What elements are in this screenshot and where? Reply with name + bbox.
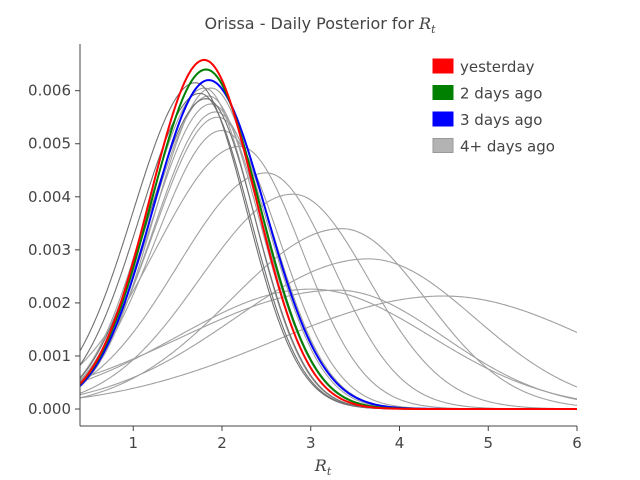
series-line-3-days-ago: [80, 79, 577, 411]
series-line-older-5: [80, 193, 577, 410]
x-tick-label: 3: [306, 434, 316, 452]
chart-title-math-sub: t: [431, 23, 436, 36]
legend-swatch: [432, 58, 454, 74]
chart-title-math: R: [418, 14, 431, 33]
x-tick-label: 4: [395, 434, 405, 452]
chart-title-text: Orissa - Daily Posterior for: [205, 14, 420, 33]
plot-area: [80, 58, 577, 411]
series-line-yesterday: [80, 58, 577, 411]
series-line-older-4: [80, 228, 577, 406]
series-line-older-2: [80, 288, 577, 400]
chart-title: Orissa - Daily Posterior for Rt: [205, 14, 437, 36]
legend-label: 2 days ago: [460, 85, 542, 103]
legend-label: yesterday: [460, 58, 535, 76]
legend-swatch: [432, 138, 454, 153]
y-tick-label: 0.002: [28, 294, 71, 312]
x-axis-label-sub: t: [327, 465, 332, 478]
series-line-older-13: [80, 87, 577, 410]
series-line-older-3: [80, 258, 577, 396]
legend-label: 4+ days ago: [460, 138, 555, 156]
y-tick-label: 0.003: [28, 241, 71, 259]
x-axis-ticks: 1 2 3 4 5 6: [128, 426, 582, 452]
legend-label: 3 days ago: [460, 111, 542, 129]
x-tick-label: 6: [572, 434, 582, 452]
y-tick-label: 0.001: [28, 347, 71, 365]
legend-swatch: [432, 111, 454, 127]
series-line-older-0: [80, 295, 577, 399]
y-tick-label: 0.006: [28, 82, 71, 100]
x-tick-label: 1: [128, 434, 138, 452]
series-line-older-14: [80, 87, 577, 410]
y-tick-label: 0.004: [28, 188, 71, 206]
series-line-older-10: [80, 111, 577, 410]
y-tick-label: 0.005: [28, 135, 71, 153]
legend: yesterday 2 days ago 3 days ago 4+ days ago: [432, 58, 555, 156]
x-tick-label: 5: [483, 434, 493, 452]
x-axis-label-main: R: [314, 456, 327, 475]
x-axis-label: Rt: [314, 456, 332, 478]
y-axis-ticks: 0.000 0.001 0.002 0.003 0.004 0.005 0.006: [28, 82, 80, 418]
x-tick-label: 2: [217, 434, 227, 452]
series-line-older-16: [80, 82, 577, 410]
y-tick-label: 0.000: [28, 400, 71, 418]
legend-swatch: [432, 85, 454, 100]
